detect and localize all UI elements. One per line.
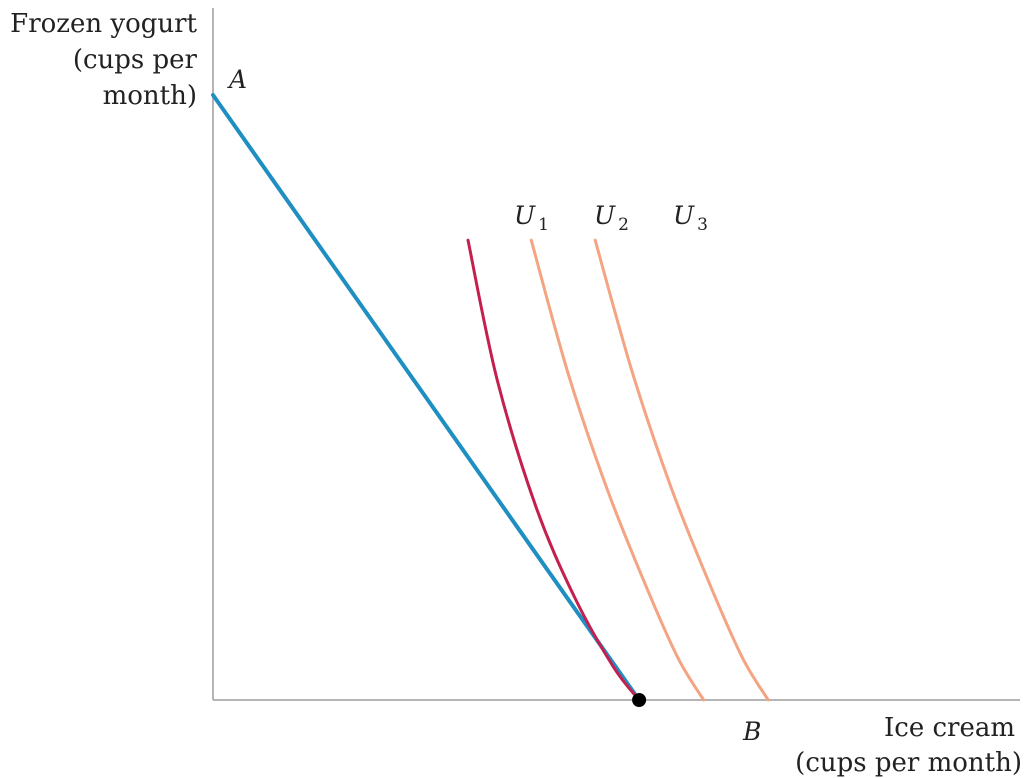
point-a-label: A [227, 65, 247, 94]
u3-label-main: U [673, 201, 695, 230]
y-axis-label-line-1: Frozen yogurt [10, 9, 197, 39]
point-b-marker [632, 693, 647, 707]
indifference-curve-u1 [466, 238, 641, 702]
indifference-curve-u3 [593, 238, 770, 702]
x-axis-label-line-2: (cups per month) [795, 748, 1022, 778]
u3-label-sub: 3 [697, 215, 708, 235]
budget-line [211, 93, 642, 702]
u1-label-sub: 1 [538, 215, 549, 235]
indifference-curve-u2 [529, 238, 706, 702]
u2-label-sub: 2 [618, 215, 629, 235]
y-axis-label-line-3: month) [103, 81, 197, 111]
point-b-label: B [742, 717, 761, 746]
u1-label-main: U [514, 201, 536, 230]
y-axis-label-line-2: (cups per [73, 45, 198, 75]
series-layer [211, 93, 770, 702]
u2-label-main: U [594, 201, 616, 230]
x-axis-label-line-1: Ice cream [884, 713, 1015, 743]
